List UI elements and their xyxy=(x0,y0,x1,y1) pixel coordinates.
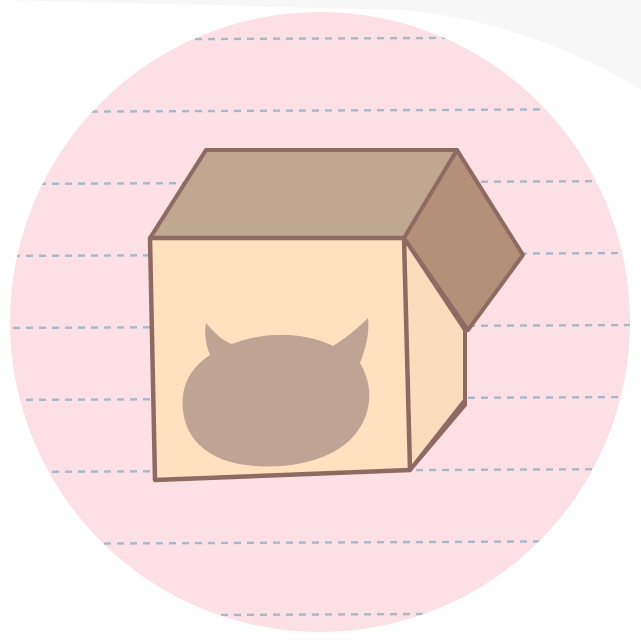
cat-silhouette-icon xyxy=(182,318,370,467)
ruled-line xyxy=(10,107,630,114)
ruled-line xyxy=(10,179,630,186)
box-side-edge xyxy=(408,398,467,472)
ruled-line xyxy=(10,395,630,402)
ruled-line xyxy=(10,323,630,330)
box-open-flap xyxy=(402,148,525,332)
ruled-line xyxy=(10,251,630,258)
ruled-line xyxy=(10,467,630,474)
ruled-line xyxy=(10,539,630,546)
gloss-highlight xyxy=(0,0,641,90)
